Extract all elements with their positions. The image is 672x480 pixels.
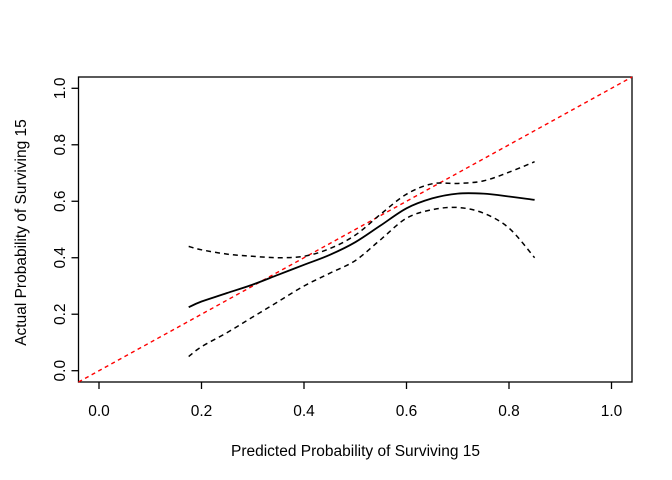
y-tick-label: 0.2 [52, 303, 69, 325]
x-tick-label: 0.4 [293, 403, 315, 420]
x-tick-label: 1.0 [601, 403, 623, 420]
y-tick-label: 0.4 [52, 247, 69, 269]
upper-confidence-band [188, 161, 535, 259]
y-tick-label: 0.6 [52, 190, 69, 212]
x-axis-title: Predicted Probability of Surviving 15 [231, 443, 480, 460]
ideal-reference-line [78, 76, 633, 383]
y-axis: 0.0 0.2 0.4 0.6 0.8 1.0 [52, 77, 79, 381]
y-tick-label: 1.0 [52, 77, 69, 99]
x-tick-label: 0.6 [396, 403, 418, 420]
lower-confidence-band [188, 206, 536, 358]
x-tick-label: 0.0 [88, 403, 110, 420]
series-curves [78, 76, 633, 383]
y-tick-label: 0.0 [52, 360, 69, 382]
y-tick-label: 0.8 [52, 134, 69, 156]
calibration-curve [188, 192, 535, 309]
x-axis: 0.0 0.2 0.4 0.6 0.8 1.0 [88, 382, 623, 420]
plot-box [77, 76, 633, 383]
y-axis-title: Actual Probability of Surviving 15 [13, 119, 30, 346]
x-tick-label: 0.2 [191, 403, 213, 420]
x-tick-label: 0.8 [498, 403, 520, 420]
